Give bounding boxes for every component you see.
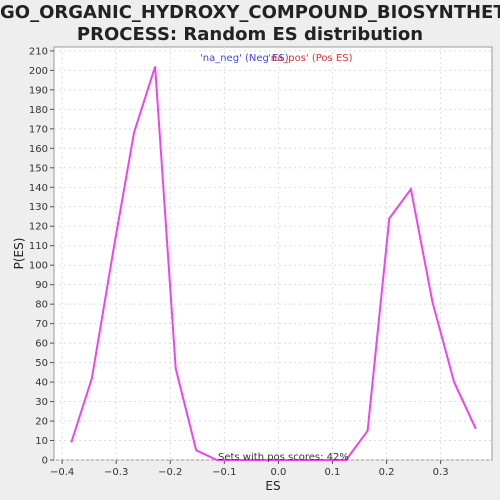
es-distribution-line [70, 66, 477, 461]
chart-title: GO_ORGANIC_HYDROXY_COMPOUND_BIOSYNTHETIC… [0, 2, 500, 46]
y-tick-label: 190 [29, 85, 48, 96]
y-axis-label: P(ES) [12, 238, 26, 270]
y-tick-label: 140 [29, 183, 48, 194]
y-tick-label: 170 [29, 124, 48, 135]
y-tick-label: 20 [35, 417, 48, 428]
y-tick-label: 90 [35, 280, 48, 291]
y-tick-label: 80 [35, 300, 48, 311]
y-tick-label: 70 [35, 319, 48, 330]
series-layer [70, 66, 477, 461]
y-tick-label: 50 [35, 358, 48, 369]
x-tick-label: 0.2 [379, 467, 395, 478]
x-tick-label: −0.3 [104, 467, 128, 478]
x-axis: −0.4 −0.3 −0.2 −0.1 0.0 0.1 0.2 0.3 [50, 460, 449, 478]
x-tick-label: −0.1 [212, 467, 236, 478]
y-axis: 0 10 20 30 40 50 60 70 80 90 100 110 120 130 140 150 160… [29, 46, 54, 467]
y-tick-label: 10 [35, 436, 48, 447]
chart-title-line-2: PROCESS: Random ES distribution [76, 24, 424, 45]
grid-lines [54, 47, 492, 461]
plot-area [53, 46, 493, 461]
y-tick-label: 120 [29, 222, 48, 233]
y-tick-label: 40 [35, 378, 48, 389]
y-tick-label: 210 [29, 46, 48, 57]
x-tick-label: −0.2 [158, 467, 182, 478]
x-tick-label: 0.3 [433, 467, 449, 478]
y-tick-label: 150 [29, 163, 48, 174]
pos-score-note: Sets with pos scores: 42% [218, 452, 349, 463]
y-tick-label: 130 [29, 202, 48, 213]
y-tick-label: 180 [29, 105, 48, 116]
y-tick-label: 30 [35, 397, 48, 408]
y-tick-label: 160 [29, 144, 48, 155]
chart-title-line-1: GO_ORGANIC_HYDROXY_COMPOUND_BIOSYNTHETIC… [0, 2, 500, 23]
x-tick-label: −0.4 [50, 467, 74, 478]
x-axis-label: ES [265, 479, 280, 493]
y-tick-label: 0 [42, 456, 48, 467]
y-tick-label: 100 [29, 261, 48, 272]
legend-entry-pos: 'na_pos' (Pos ES) [268, 53, 353, 64]
x-tick-label: 0.0 [270, 467, 286, 478]
y-tick-label: 60 [35, 339, 48, 350]
y-tick-label: 200 [29, 66, 48, 77]
legend-entry-neg: 'na_neg' (Neg ES) [200, 53, 289, 64]
y-tick-label: 110 [29, 241, 48, 252]
x-tick-label: 0.1 [325, 467, 341, 478]
